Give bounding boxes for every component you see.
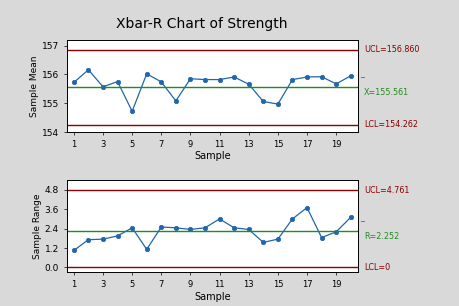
Text: LCL=0: LCL=0 — [364, 263, 390, 272]
X-axis label: Sample: Sample — [194, 151, 230, 162]
Y-axis label: Sample Range: Sample Range — [33, 193, 42, 259]
Text: Xbar-R Chart of Strength: Xbar-R Chart of Strength — [116, 17, 288, 31]
Text: LCL=154.262: LCL=154.262 — [364, 120, 418, 129]
Text: UCL=156.860: UCL=156.860 — [364, 45, 419, 54]
Text: UCL=4.761: UCL=4.761 — [364, 186, 409, 195]
Text: ̅
X=155.561: ̅ X=155.561 — [364, 77, 409, 97]
Y-axis label: Sample Mean: Sample Mean — [30, 55, 39, 117]
X-axis label: Sample: Sample — [194, 292, 230, 302]
Text: ̅
R=2.252: ̅ R=2.252 — [364, 221, 399, 241]
